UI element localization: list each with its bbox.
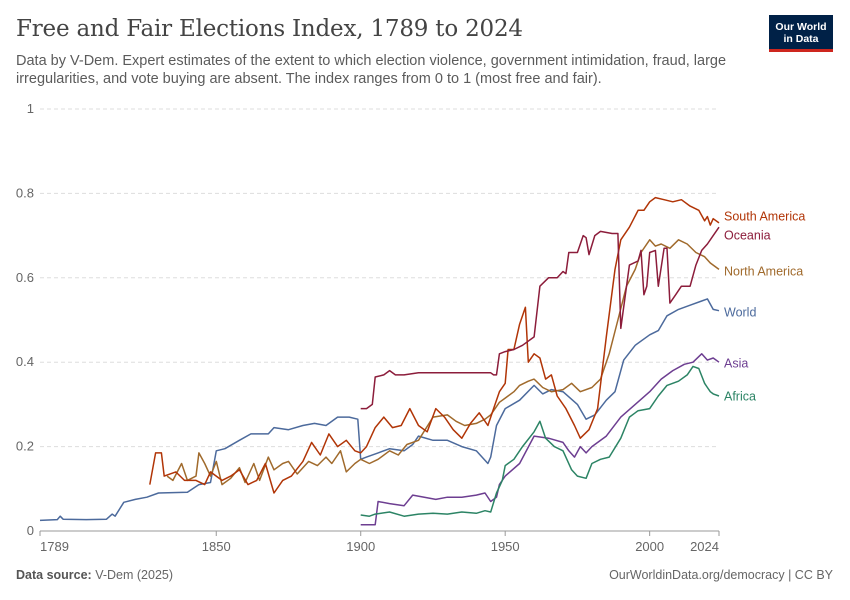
license-link[interactable]: CC BY: [794, 568, 833, 582]
series-line-south-america: [149, 196, 720, 494]
series-label-south-america: South America: [724, 210, 805, 224]
line-chart: 0 0.2 0.4 0.6 0.8 1 1789 1850 1900 1950 2000 2024 Wo…: [16, 101, 805, 554]
logo-line-2: in Data: [783, 32, 819, 45]
y-tick-label: 0.6: [16, 270, 34, 285]
x-tick-label: 1850: [202, 539, 231, 554]
chart-subtitle: Data by V-Dem. Expert estimates of the e…: [16, 53, 727, 87]
owid-logo[interactable]: Our World in Data: [769, 15, 833, 52]
x-tick-label: 1789: [40, 539, 69, 554]
series-label-oceania: Oceania: [724, 229, 771, 243]
y-tick-label: 1: [27, 101, 34, 116]
x-tick-label: 1950: [491, 539, 520, 554]
footer-source: Data source: V-Dem (2025): [16, 568, 173, 582]
series-line-africa: [360, 365, 720, 517]
series-label-north-america: North America: [724, 265, 803, 279]
y-tick-label: 0: [27, 523, 34, 538]
series-label-africa: Africa: [724, 390, 756, 404]
x-tick-label: 2000: [635, 539, 664, 554]
source-label: Data source:: [16, 568, 92, 582]
source-value: V-Dem (2025): [95, 568, 174, 582]
series-line-world: [39, 298, 720, 522]
x-tick-label: 2024: [690, 539, 719, 554]
y-tick-label: 0.4: [16, 354, 34, 369]
logo-line-1: Our World: [775, 21, 827, 33]
footer-url: OurWorldinData.org/democracy | CC BY: [609, 568, 833, 582]
x-tick-label: 1900: [346, 539, 375, 554]
source-link[interactable]: OurWorldinData.org/democracy: [609, 568, 785, 582]
series-label-world: World: [724, 306, 756, 320]
footer-separator: |: [784, 568, 795, 582]
series-label-asia: Asia: [724, 357, 748, 371]
series-line-asia: [360, 353, 720, 526]
y-tick-label: 0.2: [16, 439, 34, 454]
y-tick-label: 0.8: [16, 185, 34, 200]
series-line-oceania: [360, 226, 720, 410]
chart-title: Free and Fair Elections Index, 1789 to 2…: [16, 16, 523, 42]
